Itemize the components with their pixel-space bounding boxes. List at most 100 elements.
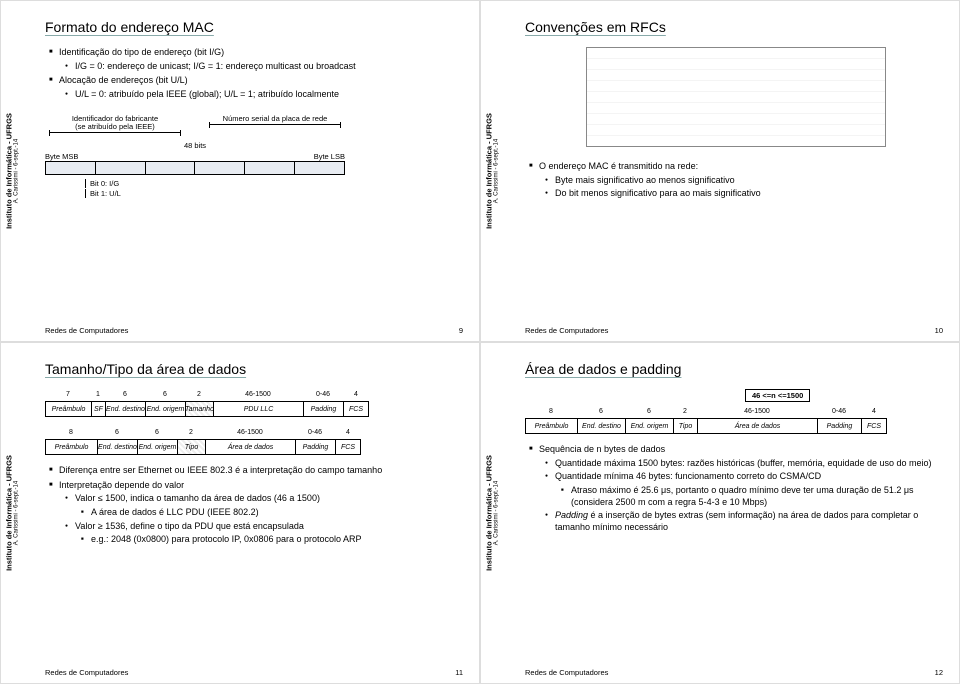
bullet-list: Diferença entre ser Ethernet ou IEEE 802…	[45, 465, 467, 546]
author-label: A. Carissimi - 6-sept.-14	[14, 96, 20, 246]
frame-col-cell: Tamanho	[185, 401, 213, 417]
frame-col-width: 6	[145, 389, 185, 401]
frame-col: 6End. destino	[105, 389, 145, 417]
bullet-sub: Valor ≤ 1500, indica o tamanho da área d…	[65, 493, 467, 518]
mac-diagram: Identificador do fabricante (se atribuíd…	[45, 115, 467, 199]
frame-col-width: 1	[91, 389, 105, 401]
bullet-sub: Byte mais significativo ao menos signifi…	[545, 175, 947, 187]
frame-col: 46-1500Área de dados	[697, 406, 817, 434]
slide-9: Instituto de Informática - UFRGS A. Cari…	[0, 0, 480, 342]
bullet-item: Alocação de endereços (bit U/L) U/L = 0:…	[49, 75, 467, 100]
frame-col-width: 0-46	[295, 427, 335, 439]
frame-col-cell: Preâmbulo	[45, 401, 91, 417]
byte-msb: Byte MSB	[45, 152, 78, 161]
bullet-item: Interpretação depende do valor Valor ≤ 1…	[49, 480, 467, 546]
inst-label: Instituto de Informática - UFRGS	[5, 113, 14, 229]
frame-col: 2Tamanho	[185, 389, 213, 417]
bullet-sub2: e.g.: 2048 (0x0800) para protocolo IP, 0…	[81, 534, 467, 546]
frame-col-cell: End. destino	[577, 418, 625, 434]
sidebar-label: Instituto de Informática - UFRGS A. Cari…	[5, 438, 20, 588]
frame-col-cell: Preâmbulo	[45, 439, 97, 455]
frame-col: 8Preâmbulo	[525, 406, 577, 434]
bullet-item: O endereço MAC é transmitido na rede: By…	[529, 161, 947, 200]
frame-col-width: 6	[625, 406, 673, 418]
frame-col-width: 46-1500	[205, 427, 295, 439]
frame-col: 4FCS	[335, 427, 361, 455]
bullet-sub2: Atraso máximo é 25.6 μs, portanto o quad…	[561, 485, 947, 508]
frame-col: 2Tipo	[177, 427, 205, 455]
frame-col-cell: End. origem	[137, 439, 177, 455]
bullet-sub: Quantidade máxima 1500 bytes: razões his…	[545, 458, 947, 470]
frame-col-cell: FCS	[861, 418, 887, 434]
frame-col: 46-1500Área de dados	[205, 427, 295, 455]
bullet-sub: Quantidade mínima 46 bytes: funcionament…	[545, 471, 947, 508]
frame-col: 4FCS	[861, 406, 887, 434]
frame-col: 0-46Padding	[817, 406, 861, 434]
frame-col-width: 8	[45, 427, 97, 439]
frame-col: 8Preâmbulo	[45, 427, 97, 455]
bullet-sub2: A área de dados é LLC PDU (IEEE 802.2)	[81, 507, 467, 519]
frame-table-1: 7Preâmbulo1SF6End. destino6End. origem2T…	[45, 389, 467, 417]
frame-col-width: 4	[343, 389, 369, 401]
page-number: 9	[459, 326, 463, 335]
sidebar-label: Instituto de Informática - UFRGS A. Cari…	[485, 96, 500, 246]
frame-col-width: 46-1500	[697, 406, 817, 418]
slide-footer: Redes de Computadores	[525, 326, 608, 335]
frame-col-width: 4	[335, 427, 361, 439]
frame-col-cell: Tipo	[673, 418, 697, 434]
frame-col: 6End. origem	[145, 389, 185, 417]
frame-col: 7Preâmbulo	[45, 389, 91, 417]
frame-col-width: 0-46	[817, 406, 861, 418]
frame-col-cell: End. destino	[105, 401, 145, 417]
frame-col-cell: PDU LLC	[213, 401, 303, 417]
byte-boxes	[45, 161, 345, 175]
frame-table-2: 8Preâmbulo6End. destino6End. origem2Tipo…	[45, 427, 467, 455]
sidebar-label: Instituto de Informática - UFRGS A. Cari…	[485, 438, 500, 588]
frame-col-width: 2	[185, 389, 213, 401]
frame-col-width: 6	[137, 427, 177, 439]
frame-col-width: 8	[525, 406, 577, 418]
frame-col-cell: End. destino	[97, 439, 137, 455]
bullet-list: O endereço MAC é transmitido na rede: By…	[525, 161, 947, 200]
frame-table-12: 8Preâmbulo6End. destino6End. origem2Tipo…	[525, 406, 947, 434]
bits-label: 48 bits	[45, 141, 345, 150]
bullet-sub: I/G = 0: endereço de unicast; I/G = 1: e…	[65, 61, 467, 73]
diag-label-left: Identificador do fabricante (se atribuíd…	[45, 115, 185, 139]
frame-col: 6End. destino	[577, 406, 625, 434]
bullet-list: Identificação do tipo de endereço (bit I…	[45, 47, 467, 101]
frame-col-width: 6	[577, 406, 625, 418]
frame-col: 6End. destino	[97, 427, 137, 455]
slide-title: Formato do endereço MAC	[45, 19, 467, 35]
frame-col-width: 2	[177, 427, 205, 439]
frame-col-cell: Padding	[817, 418, 861, 434]
rfc-diagram-placeholder	[586, 47, 886, 147]
frame-col-cell: End. origem	[145, 401, 185, 417]
bullet-item: Diferença entre ser Ethernet ou IEEE 802…	[49, 465, 467, 477]
frame-col-width: 6	[105, 389, 145, 401]
page-number: 11	[455, 668, 463, 677]
n-range-tag: 46 <=n <=1500	[745, 389, 810, 402]
frame-col-cell: FCS	[343, 401, 369, 417]
page-number: 12	[935, 668, 943, 677]
slide-title: Área de dados e padding	[525, 361, 947, 377]
frame-col-cell: SF	[91, 401, 105, 417]
frame-col-width: 46-1500	[213, 389, 303, 401]
frame-col: 46-1500PDU LLC	[213, 389, 303, 417]
slide-10: Instituto de Informática - UFRGS A. Cari…	[480, 0, 960, 342]
slide-footer: Redes de Computadores	[45, 668, 128, 677]
page-number: 10	[935, 326, 943, 335]
slide-footer: Redes de Computadores	[45, 326, 128, 335]
frame-col: 1SF	[91, 389, 105, 417]
bullet-sub: Do bit menos significativo para ao mais …	[545, 188, 947, 200]
frame-col-cell: FCS	[335, 439, 361, 455]
frame-col-cell: Área de dados	[205, 439, 295, 455]
bit-labels: Bit 0: I/G Bit 1: U/L	[85, 179, 467, 198]
bullet-sub: U/L = 0: atribuído pela IEEE (global); U…	[65, 89, 467, 101]
frame-col-cell: End. origem	[625, 418, 673, 434]
slide-12: Instituto de Informática - UFRGS A. Cari…	[480, 342, 960, 684]
frame-col: 4FCS	[343, 389, 369, 417]
slide-title: Convenções em RFCs	[525, 19, 947, 35]
frame-col-width: 2	[673, 406, 697, 418]
frame-col: 6End. origem	[137, 427, 177, 455]
bullet-list: Sequência de n bytes de dados Quantidade…	[525, 444, 947, 534]
